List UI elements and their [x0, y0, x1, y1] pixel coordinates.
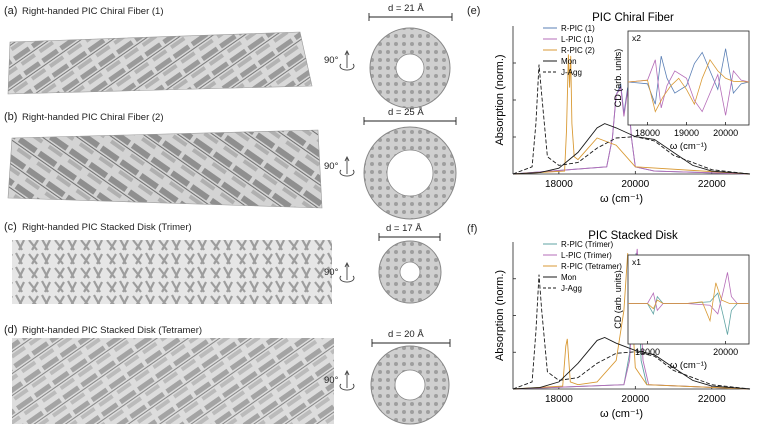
legend-label: Mon — [561, 273, 577, 282]
legend-label: R-PIC (1) — [561, 24, 595, 33]
diameter-label-d: d = 20 Å — [388, 329, 424, 340]
series-line — [512, 64, 751, 175]
panel-b-letter: (b) — [4, 111, 18, 123]
disk-tetramer-side-view — [12, 338, 334, 424]
rotation-arrow-a-icon — [339, 49, 355, 71]
inset-series-line — [628, 292, 749, 335]
legend-label: J-Agg — [561, 284, 582, 293]
inset-x-tick-label: 19000 — [674, 128, 699, 138]
rotation-arrow-b-icon — [339, 155, 355, 177]
inset-y-axis-label: CD (arb. units) — [613, 49, 623, 108]
inset-x-tick-label: 18000 — [635, 128, 660, 138]
diameter-label-a: d = 21 Å — [388, 3, 424, 14]
series-line — [512, 337, 751, 390]
diameter-label-b: d = 25 Å — [388, 107, 424, 118]
panel-f-letter: (f) — [467, 223, 478, 235]
chart-0: PIC Chiral Fiber Absorption (norm.) ω (cm⁻… — [494, 12, 751, 205]
x-tick-label: 18000 — [545, 394, 573, 405]
legend-label: R-PIC (Trimer) — [561, 240, 613, 249]
legend-label: R-PIC (2) — [561, 46, 595, 55]
y-axis-label: Absorption (norm.) — [494, 54, 506, 145]
inset-x-axis-label: ω (cm⁻¹) — [670, 360, 707, 371]
legend-label: R-PIC (Tetramer) — [561, 262, 622, 271]
series-line — [512, 274, 751, 390]
fiber-1-top-view — [369, 27, 451, 109]
chart-1: PIC Stacked Disk Absorption (norm.) ω (cm⁻… — [494, 230, 751, 420]
series-line — [512, 54, 751, 175]
legend-label: J-Agg — [561, 68, 582, 77]
x-tick-label: 22000 — [698, 179, 726, 190]
diameter-label-c: d = 17 Å — [386, 223, 422, 234]
legend-label: Mon — [561, 57, 577, 66]
series-line — [512, 123, 751, 175]
disk-tetramer-top-view — [370, 345, 450, 425]
inset-x-tick-label: 20000 — [713, 347, 738, 357]
legend-label: L-PIC (Trimer) — [561, 251, 612, 260]
legend-label: L-PIC (1) — [561, 35, 594, 44]
inset-frame — [627, 30, 750, 126]
y-axis-label: Absorption (norm.) — [494, 270, 506, 361]
chart-title: PIC Chiral Fiber — [592, 12, 674, 24]
panel-a-title: Right-handed PIC Chiral Fiber (1) — [22, 6, 164, 17]
rotation-label-b: 90° — [324, 161, 339, 172]
disk-trimer-side-view — [12, 240, 332, 304]
inset-series-line — [628, 282, 749, 323]
fiber-2-top-view — [363, 126, 457, 220]
x-axis-label: ω (cm⁻¹) — [600, 408, 643, 420]
x-tick-label: 20000 — [621, 394, 649, 405]
series-line — [512, 253, 751, 390]
rotation-arrow-c-icon — [339, 261, 355, 283]
rotation-label-a: 90° — [324, 55, 339, 66]
fiber-1-side-view — [7, 31, 313, 95]
fiber-2-side-view — [7, 129, 323, 209]
inset-x-axis-label: ω (cm⁻¹) — [670, 141, 707, 152]
panel-d-title: Right-handed PIC Stacked Disk (Tetramer) — [22, 325, 203, 336]
inset-scale-label: x2 — [632, 33, 641, 43]
inset-series-line — [627, 48, 750, 105]
inset-x-tick-label: 20000 — [713, 128, 738, 138]
panel-b-title: Right-handed PIC Chiral Fiber (2) — [22, 112, 164, 123]
series-line — [512, 86, 751, 175]
disk-trimer-top-view — [378, 240, 442, 304]
inset-frame — [627, 254, 750, 345]
inset-series-line — [627, 59, 750, 116]
x-tick-label: 22000 — [698, 394, 726, 405]
panel-c-letter: (c) — [4, 221, 17, 233]
inset-x-tick-label: 18000 — [635, 347, 660, 357]
inset-scale-label: x1 — [632, 257, 641, 267]
chart-title: PIC Stacked Disk — [588, 230, 678, 242]
panel-d-letter: (d) — [4, 324, 18, 336]
rotation-label-d: 90° — [324, 375, 339, 386]
series-line — [512, 253, 751, 390]
rotation-label-c: 90° — [324, 267, 339, 278]
series-line — [512, 83, 751, 175]
rotation-arrow-d-icon — [339, 369, 355, 391]
x-tick-label: 18000 — [545, 179, 573, 190]
x-tick-label: 20000 — [621, 179, 649, 190]
panel-e-letter: (e) — [467, 5, 481, 17]
x-axis-label: ω (cm⁻¹) — [600, 193, 643, 205]
series-line — [512, 248, 751, 390]
inset-y-axis-label: CD (arb. units) — [613, 270, 623, 329]
inset-series-line — [628, 272, 749, 315]
inset-series-line — [627, 58, 750, 113]
molecular-structures-figure — [7, 13, 457, 425]
panel-a-letter: (a) — [4, 5, 18, 17]
panel-c-title: Right-handed PIC Stacked Disk (Trimer) — [22, 222, 192, 233]
